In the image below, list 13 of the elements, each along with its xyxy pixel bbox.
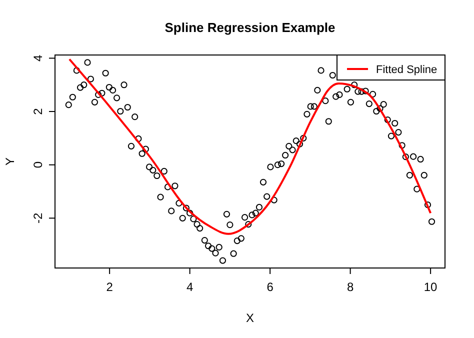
y-tick-label: -2 [31, 212, 45, 224]
y-tick-label: 2 [31, 108, 45, 115]
legend-label: Fitted Spline [376, 64, 438, 76]
x-axis-title: X [246, 311, 254, 325]
x-tick-label: 6 [266, 280, 274, 294]
y-tick-label: 4 [31, 54, 45, 62]
x-tick-label: 2 [106, 280, 114, 294]
x-tick-label: 4 [186, 280, 194, 294]
y-axis-title: Y [3, 157, 17, 166]
x-tick-label: 10 [424, 280, 438, 294]
x-tick-label: 8 [346, 280, 354, 294]
y-tick-label: 0 [31, 161, 45, 168]
chart-title: Spline Regression Example [164, 20, 336, 35]
